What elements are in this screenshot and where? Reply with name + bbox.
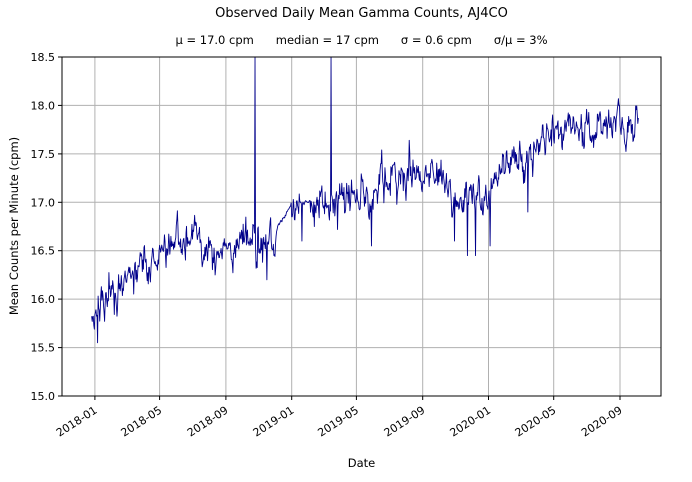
y-tick-label: 17.0: [31, 196, 56, 209]
x-tick-label: 2020-01: [448, 404, 494, 440]
x-tick-label: 2018-05: [119, 404, 165, 440]
y-tick-label: 18.5: [31, 51, 56, 64]
y-tick-label: 18.0: [31, 99, 56, 112]
data-series-line: [91, 56, 639, 344]
x-tick-label: 2020-05: [513, 404, 559, 440]
y-tick-label: 15.0: [31, 390, 56, 403]
y-tick-label: 16.0: [31, 293, 56, 306]
x-tick-label: 2018-01: [54, 404, 100, 440]
y-tick-label: 15.5: [31, 342, 56, 355]
x-tick-label: 2019-01: [251, 404, 297, 440]
x-tick-label: 2019-09: [382, 404, 428, 440]
chart-subtitle: μ = 17.0 cpm median = 17 cpm σ = 0.6 cpm…: [175, 33, 548, 47]
x-tick-label: 2020-09: [579, 404, 625, 440]
x-tick-label: 2019-05: [315, 404, 361, 440]
y-tick-label: 16.5: [31, 245, 56, 258]
x-axis-label: Date: [347, 456, 376, 470]
x-tick-label: 2018-09: [185, 404, 231, 440]
axes-spine: [61, 56, 662, 397]
y-tick-label: 17.5: [31, 148, 56, 161]
chart-title: Observed Daily Mean Gamma Counts, AJ4CO: [215, 6, 508, 21]
